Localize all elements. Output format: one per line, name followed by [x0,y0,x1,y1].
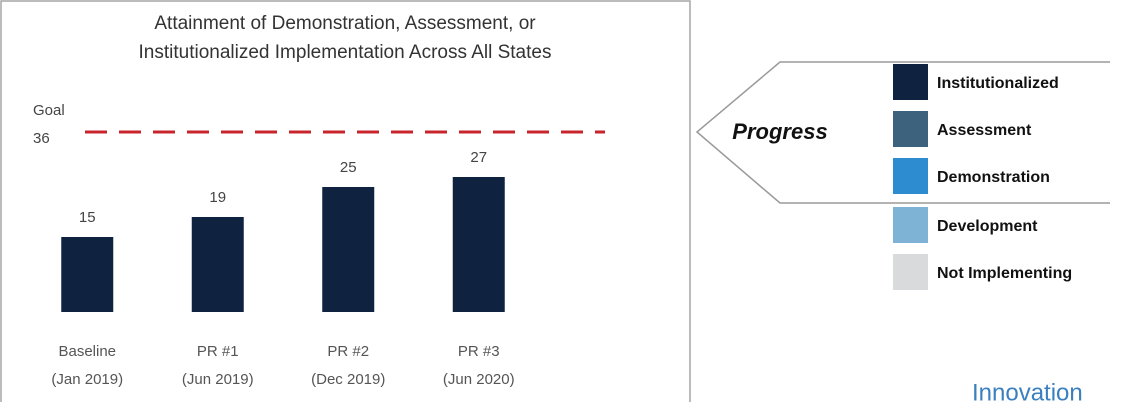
legend-swatch [893,207,928,243]
legend-swatch [893,158,928,194]
data-label: 15 [79,209,96,226]
footer-text: Innovation [972,379,1083,402]
legend-swatch [893,64,928,100]
x-tick-label: PR #1 [197,343,239,360]
goal-value: 36 [33,130,50,147]
x-tick-label: PR #3 [458,343,500,360]
chart-title: Attainment of Demonstration, Assessment,… [154,13,536,34]
legend-swatch [893,254,928,290]
legend-label: Not Implementing [937,265,1072,282]
bar [61,237,114,312]
x-tick-label: (Jan 2019) [51,371,123,388]
bar [322,187,375,312]
goal-label: Goal [33,102,65,119]
data-label: 27 [470,149,487,166]
data-label: 25 [340,159,357,176]
legend-label: Assessment [937,122,1032,139]
legend-label: Development [937,218,1038,235]
x-tick-label: PR #2 [327,343,369,360]
x-tick-label: (Jun 2019) [182,371,254,388]
x-tick-label: (Jun 2020) [443,371,515,388]
x-tick-label: Baseline [58,343,116,360]
progress-arrow [695,61,1110,204]
bar [452,177,505,312]
legend-title: Progress [732,119,827,144]
chart-title: Institutionalized Implementation Across … [139,42,552,63]
legend-label: Institutionalized [937,75,1059,92]
bar [191,217,244,312]
legend-label: Demonstration [937,169,1050,186]
chart-frame [0,0,691,402]
data-label: 19 [209,189,226,206]
legend-swatch [893,111,928,147]
x-tick-label: (Dec 2019) [311,371,385,388]
